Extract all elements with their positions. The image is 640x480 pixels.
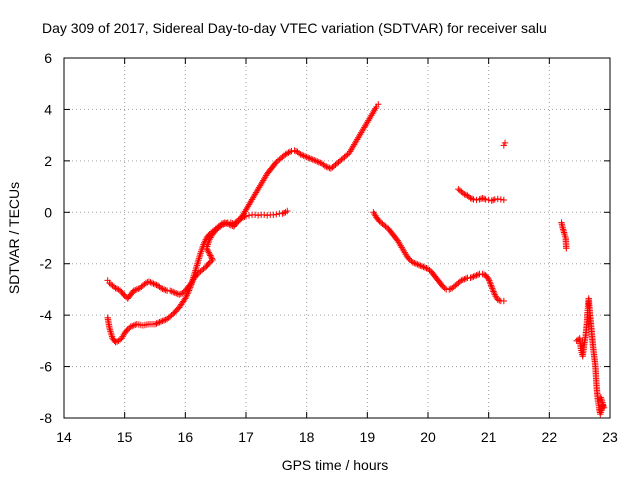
chart-title: Day 309 of 2017, Sidereal Day-to-day VTE…: [42, 20, 547, 36]
y-tick-label: 0: [44, 204, 52, 220]
x-tick-label: 19: [360, 429, 376, 445]
x-tick-label: 14: [56, 429, 72, 445]
y-axis-title: SDTVAR / TECUs: [6, 182, 22, 294]
x-tick-label: 18: [299, 429, 315, 445]
y-tick-label: 4: [44, 101, 52, 117]
y-tick-label: 6: [44, 50, 52, 66]
x-axis-title: GPS time / hours: [282, 457, 389, 473]
x-tick-label: 15: [117, 429, 133, 445]
y-tick-label: -8: [40, 410, 53, 426]
y-tick-label: 2: [44, 153, 52, 169]
x-tick-label: 22: [542, 429, 558, 445]
x-tick-label: 17: [238, 429, 254, 445]
x-tick-label: 21: [481, 429, 497, 445]
y-tick-label: -2: [40, 256, 53, 272]
y-tick-label: -4: [40, 307, 53, 323]
x-tick-label: 20: [420, 429, 436, 445]
y-tick-label: -6: [40, 359, 53, 375]
x-tick-label: 16: [178, 429, 194, 445]
x-tick-label: 23: [602, 429, 618, 445]
